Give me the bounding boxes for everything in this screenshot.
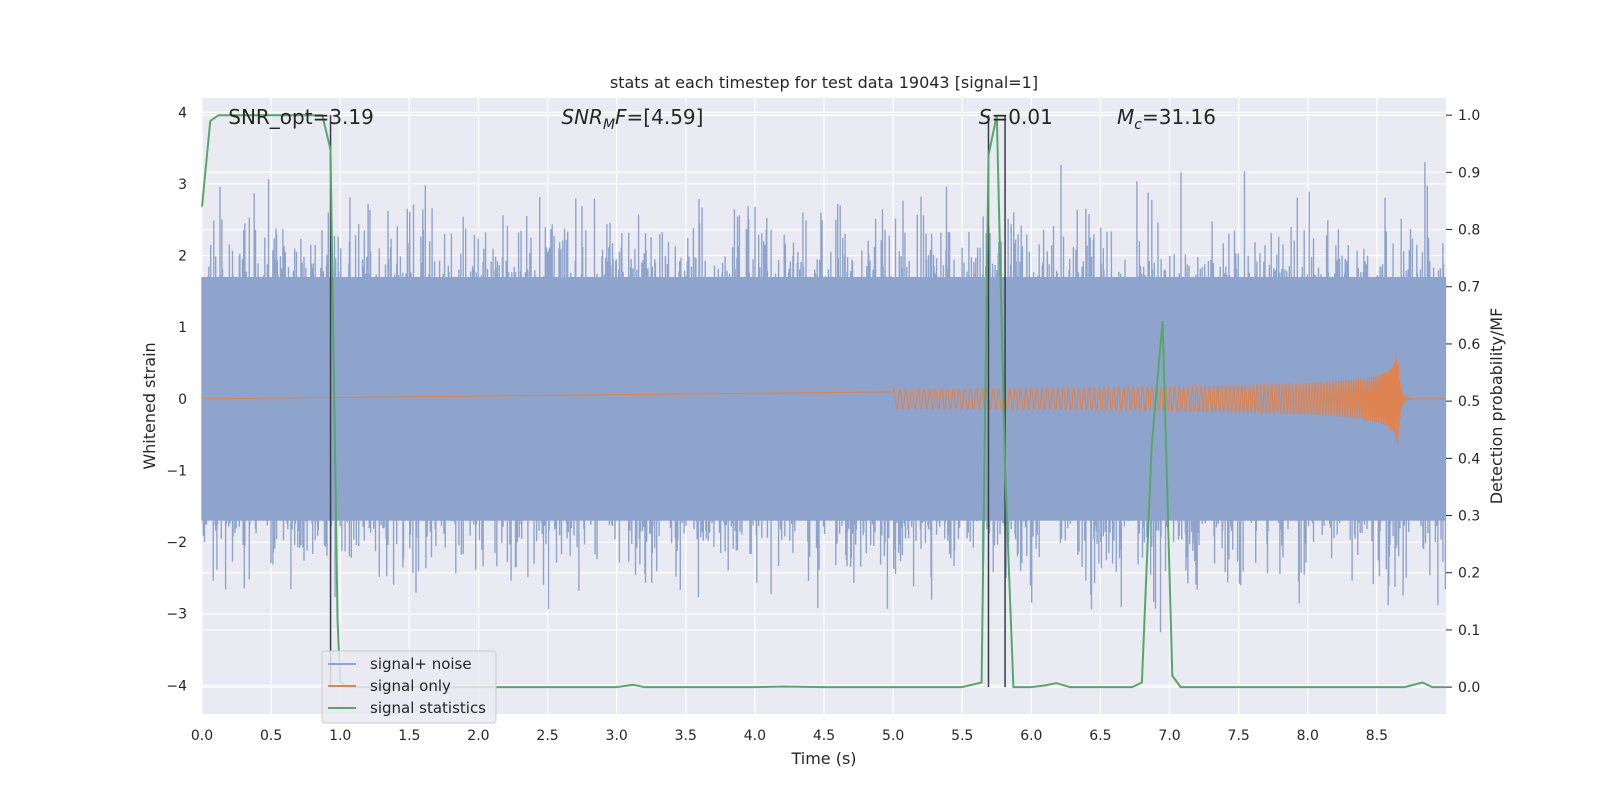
chart-title: stats at each timestep for test data 190… bbox=[610, 73, 1038, 92]
x-tick-label: 8.0 bbox=[1297, 728, 1319, 744]
y-right-tick-label: 0.0 bbox=[1458, 680, 1480, 696]
annotation-1: SNRMF=[4.59] bbox=[561, 105, 703, 133]
x-tick-label: 2.0 bbox=[467, 728, 489, 744]
legend-label-signal-plus-noise: signal+ noise bbox=[370, 655, 472, 673]
x-tick-label: 2.5 bbox=[536, 728, 558, 744]
legend: signal+ noise signal only signal statist… bbox=[321, 650, 497, 724]
y-right-tick-label: 0.6 bbox=[1458, 337, 1480, 353]
x-tick-label: 1.5 bbox=[398, 728, 420, 744]
y-right-tick-label: 1.0 bbox=[1458, 108, 1480, 124]
x-tick-label: 8.5 bbox=[1366, 728, 1388, 744]
annotations: SNR_opt=3.19 SNRMF=[4.59] S=0.01 Mc=31.16 bbox=[228, 105, 1216, 133]
y-left-tick-label: −1 bbox=[166, 463, 187, 479]
y-left-tick-label: 0 bbox=[178, 392, 187, 408]
legend-label-signal-only: signal only bbox=[370, 677, 451, 695]
y-right-tick-label: 0.7 bbox=[1458, 280, 1480, 296]
y-axis-left-label: Whitened strain bbox=[140, 342, 159, 469]
y-left-tick-label: −2 bbox=[166, 535, 187, 551]
x-tick-label: 6.5 bbox=[1089, 728, 1111, 744]
x-tick-label: 3.0 bbox=[606, 728, 628, 744]
legend-frame bbox=[321, 650, 497, 724]
y-axis-right-ticks: 1.0 0.9 0.8 0.7 0.6 0.5 0.4 0.3 0.2 0.1 0.0 bbox=[1446, 108, 1480, 696]
annotation-2: S=0.01 bbox=[979, 105, 1053, 129]
y-left-tick-label: 2 bbox=[178, 249, 187, 265]
y-right-tick-label: 0.1 bbox=[1458, 623, 1480, 639]
x-tick-label: 6.0 bbox=[1020, 728, 1042, 744]
x-tick-label: 1.0 bbox=[329, 728, 351, 744]
y-left-tick-label: 4 bbox=[178, 105, 187, 121]
x-tick-label: 0.0 bbox=[191, 728, 213, 744]
x-tick-label: 0.5 bbox=[260, 728, 282, 744]
y-right-tick-label: 0.8 bbox=[1458, 223, 1480, 239]
x-tick-label: 3.5 bbox=[675, 728, 697, 744]
x-tick-label: 4.5 bbox=[813, 728, 835, 744]
legend-label-signal-statistics: signal statistics bbox=[370, 699, 486, 717]
x-axis-label: Time (s) bbox=[790, 749, 856, 768]
y-right-tick-label: 0.9 bbox=[1458, 165, 1480, 181]
x-tick-label: 7.0 bbox=[1158, 728, 1180, 744]
y-left-tick-label: 1 bbox=[178, 320, 187, 336]
x-axis-ticks: 0.0 0.5 1.0 1.5 2.0 2.5 3.0 3.5 4.0 4.5 5.0 5.5 6.0 6… bbox=[191, 728, 1388, 744]
y-right-tick-label: 0.2 bbox=[1458, 566, 1480, 582]
y-left-tick-label: −3 bbox=[166, 607, 187, 623]
y-right-tick-label: 0.3 bbox=[1458, 509, 1480, 525]
y-right-tick-label: 0.5 bbox=[1458, 394, 1480, 410]
y-axis-right-label: Detection probability/MF bbox=[1487, 308, 1506, 505]
annotation-3: Mc=31.16 bbox=[1117, 105, 1216, 133]
y-right-tick-label: 0.4 bbox=[1458, 451, 1480, 467]
x-tick-label: 7.5 bbox=[1228, 728, 1250, 744]
x-tick-label: 5.0 bbox=[882, 728, 904, 744]
x-tick-label: 4.0 bbox=[744, 728, 766, 744]
y-left-tick-label: 3 bbox=[178, 177, 187, 193]
x-tick-label: 5.5 bbox=[951, 728, 973, 744]
annotation-0: SNR_opt=3.19 bbox=[228, 105, 374, 129]
y-axis-left-ticks: 4 3 2 1 0 −1 −2 −3 −4 bbox=[166, 105, 187, 694]
y-left-tick-label: −4 bbox=[166, 678, 187, 694]
